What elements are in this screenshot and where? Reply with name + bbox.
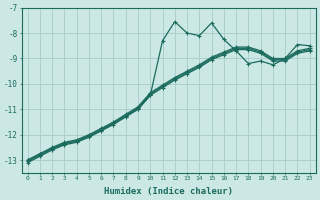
- X-axis label: Humidex (Indice chaleur): Humidex (Indice chaleur): [104, 187, 233, 196]
